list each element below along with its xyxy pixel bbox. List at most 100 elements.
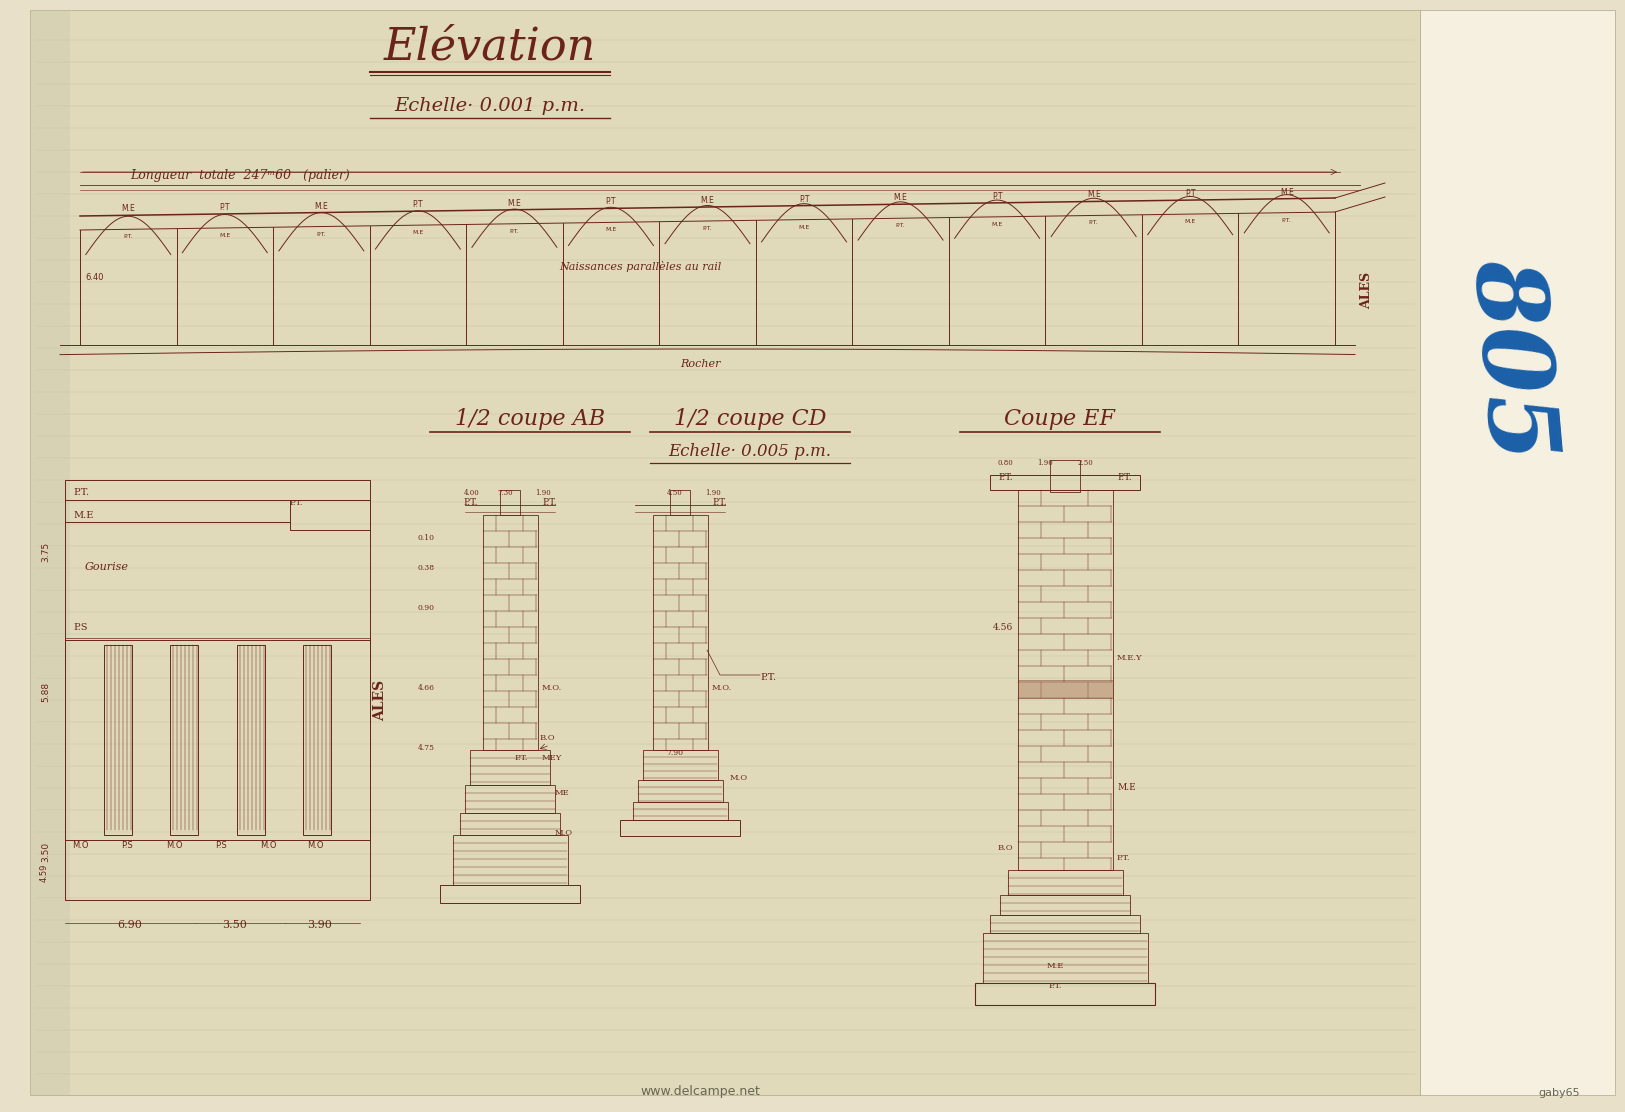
Bar — [104, 645, 132, 835]
Bar — [639, 780, 723, 802]
Text: 4.50: 4.50 — [668, 489, 682, 497]
Bar — [1420, 10, 1615, 1095]
Bar — [171, 645, 198, 835]
Bar — [1050, 460, 1081, 492]
Text: Rocher: Rocher — [679, 359, 720, 369]
Text: M.E: M.E — [219, 232, 231, 238]
Text: 0.10: 0.10 — [418, 534, 436, 542]
Text: Elévation: Elévation — [384, 24, 596, 68]
Text: 3.50: 3.50 — [223, 920, 247, 930]
Bar — [670, 490, 691, 515]
Text: M.E: M.E — [507, 199, 522, 208]
Text: 1/2 coupe CD: 1/2 coupe CD — [674, 408, 826, 430]
Text: P.T: P.T — [800, 195, 809, 203]
Text: M.E: M.E — [1116, 783, 1136, 792]
Text: P.T: P.T — [606, 198, 616, 207]
Text: P.T.: P.T. — [463, 498, 478, 507]
Text: M.E: M.E — [413, 230, 424, 235]
Text: www.delcampe.net: www.delcampe.net — [640, 1085, 760, 1098]
Text: M.O: M.O — [730, 774, 748, 782]
Text: P.T.: P.T. — [515, 754, 528, 762]
Bar — [653, 515, 708, 749]
Text: MEY: MEY — [543, 754, 562, 762]
Text: P.T.: P.T. — [543, 498, 557, 507]
Text: M.O.: M.O. — [712, 684, 733, 692]
Text: ME: ME — [556, 790, 570, 797]
Bar — [999, 895, 1129, 915]
Bar — [465, 785, 556, 813]
Bar — [460, 813, 561, 835]
Text: 1.90: 1.90 — [705, 489, 722, 497]
Text: P.T.: P.T. — [510, 229, 520, 234]
Text: P.T.: P.T. — [1089, 220, 1098, 226]
Bar — [237, 645, 265, 835]
Text: M.E: M.E — [1087, 190, 1100, 199]
Bar — [304, 645, 332, 835]
Text: 4.59: 4.59 — [41, 864, 49, 882]
Text: 805: 805 — [1454, 255, 1565, 465]
Text: P.S: P.S — [122, 841, 133, 850]
Bar — [1017, 681, 1113, 698]
Text: 1.90: 1.90 — [535, 489, 551, 497]
Text: 3.75: 3.75 — [41, 542, 50, 562]
Text: M.E: M.E — [122, 205, 135, 214]
Text: 3.90: 3.90 — [307, 920, 333, 930]
Text: 4.75: 4.75 — [418, 744, 436, 752]
Text: 5.88: 5.88 — [41, 682, 50, 702]
Text: P.T.: P.T. — [1116, 854, 1131, 862]
Text: 1/2 coupe AB: 1/2 coupe AB — [455, 408, 604, 430]
Text: P.T.: P.T. — [998, 473, 1012, 481]
Bar — [990, 475, 1141, 490]
Text: P.T: P.T — [413, 200, 422, 209]
Text: P.T.: P.T. — [712, 498, 726, 507]
Text: M.E: M.E — [1185, 219, 1196, 225]
Bar — [500, 490, 520, 515]
Text: P.T.: P.T. — [702, 226, 712, 231]
Bar — [621, 820, 739, 836]
Text: M.E: M.E — [315, 201, 328, 210]
Text: B.O: B.O — [998, 844, 1012, 852]
Text: P.T.: P.T. — [895, 224, 905, 228]
Text: P.T.: P.T. — [124, 235, 133, 239]
Text: 3.50: 3.50 — [41, 842, 50, 862]
Bar — [65, 480, 370, 900]
Text: P.T.: P.T. — [1116, 473, 1131, 481]
Text: P.T: P.T — [991, 192, 1003, 201]
Text: M.O: M.O — [72, 841, 88, 850]
Bar — [289, 500, 370, 530]
Text: M.E: M.E — [894, 193, 907, 202]
Text: gaby65: gaby65 — [1539, 1088, 1580, 1098]
Bar — [1008, 870, 1123, 895]
Text: P.T.: P.T. — [317, 231, 327, 237]
Bar — [975, 983, 1155, 1005]
Text: Gourise: Gourise — [84, 562, 128, 572]
Bar — [644, 749, 718, 780]
Text: 7.90: 7.90 — [666, 749, 684, 757]
Text: P.T.: P.T. — [289, 499, 304, 507]
Text: M.E: M.E — [700, 196, 715, 205]
Bar — [1017, 490, 1113, 870]
Text: M.E: M.E — [73, 512, 93, 520]
Bar — [470, 749, 549, 785]
Text: M.E: M.E — [1046, 962, 1064, 970]
Text: P.T: P.T — [1185, 189, 1196, 198]
Text: M.O: M.O — [307, 841, 323, 850]
Text: B.O: B.O — [540, 734, 556, 742]
Text: Longueur  totale  247ᵐ60   (palier): Longueur totale 247ᵐ60 (palier) — [130, 169, 349, 182]
Text: M.E: M.E — [991, 222, 1003, 227]
Text: ALES: ALES — [374, 679, 387, 721]
Bar — [983, 933, 1147, 983]
Text: P.T.: P.T. — [73, 488, 89, 497]
Bar — [65, 641, 370, 840]
Bar — [990, 915, 1141, 933]
Text: 4.66: 4.66 — [418, 684, 436, 692]
Text: 0.80: 0.80 — [998, 459, 1012, 467]
Text: M.O: M.O — [166, 841, 182, 850]
Text: 7.30: 7.30 — [497, 489, 514, 497]
Bar — [440, 885, 580, 903]
Bar — [29, 10, 1420, 1095]
Bar — [453, 835, 569, 885]
Text: 0.90: 0.90 — [418, 604, 436, 612]
Text: Naissances parallèles au rail: Naissances parallèles au rail — [559, 261, 722, 272]
Text: 6.90: 6.90 — [117, 920, 143, 930]
